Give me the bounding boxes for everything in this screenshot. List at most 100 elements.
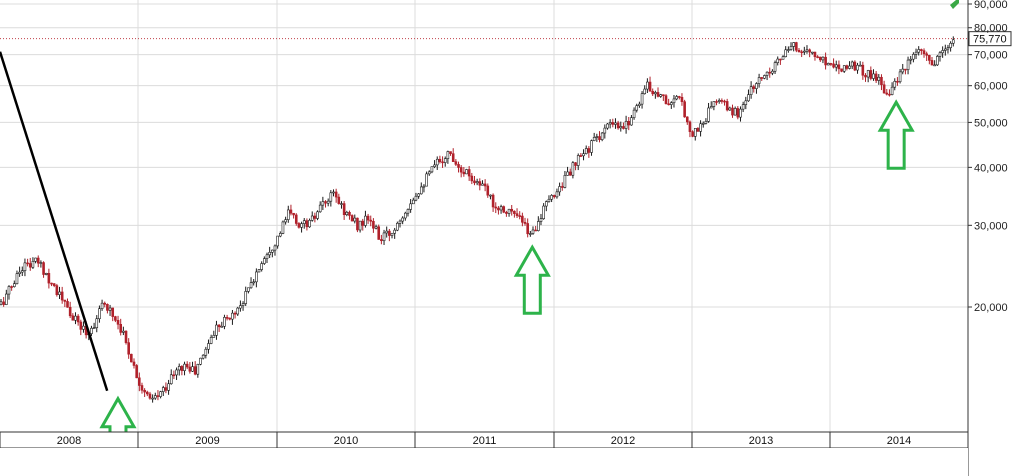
candle (752, 84, 756, 93)
candle (71, 313, 75, 321)
candle (20, 266, 24, 276)
candle (566, 166, 569, 176)
candle (574, 162, 577, 171)
candle (659, 93, 662, 98)
candle (332, 189, 335, 197)
support-trendline (0, 51, 109, 392)
candle (385, 226, 389, 238)
candle (523, 217, 527, 226)
candle (47, 268, 51, 289)
candle (526, 218, 529, 238)
candle (422, 184, 426, 193)
candle (906, 56, 910, 75)
candle (534, 226, 537, 232)
candle (236, 306, 240, 316)
candle (388, 228, 391, 242)
grid-lines (0, 0, 968, 432)
candle (608, 119, 612, 129)
candle (340, 201, 343, 209)
candle (946, 44, 950, 54)
candle (837, 60, 841, 75)
last-price-box (968, 31, 1012, 47)
candle (712, 101, 716, 111)
candle (733, 106, 737, 116)
candle (784, 46, 788, 58)
candle (15, 270, 19, 285)
scroll-icon[interactable] (950, 0, 959, 9)
candle (31, 257, 35, 269)
candle (510, 204, 514, 216)
x-tick-label-2008: 2008 (57, 435, 81, 447)
y-tick-label-3: 60,000 (974, 81, 1008, 93)
candle (406, 208, 410, 217)
candle (148, 391, 152, 400)
candle (651, 88, 655, 96)
candle (36, 255, 40, 268)
candle (587, 146, 591, 158)
candle (834, 60, 838, 72)
candle (840, 68, 843, 73)
candle (409, 199, 412, 213)
candle (622, 122, 625, 130)
candle (619, 121, 623, 132)
candle (297, 222, 301, 229)
candle (207, 339, 210, 354)
candle (271, 249, 274, 258)
candle (63, 299, 67, 308)
candle (936, 54, 939, 66)
candle (92, 322, 96, 330)
candle (98, 305, 101, 323)
candle (199, 357, 202, 366)
candle (497, 206, 500, 215)
candle (757, 73, 761, 88)
candle (42, 261, 45, 278)
candle (276, 235, 279, 249)
candle (789, 42, 793, 51)
candle (550, 194, 553, 203)
candle (161, 385, 165, 396)
candle (369, 215, 373, 227)
candle (670, 101, 673, 109)
candle (164, 382, 168, 394)
candle (614, 118, 617, 129)
candle (159, 390, 162, 399)
candle (286, 205, 290, 223)
candle (781, 55, 785, 60)
candle (34, 257, 37, 264)
candle (505, 210, 508, 217)
x-tick-label-2010: 2010 (334, 435, 358, 447)
candle (215, 320, 218, 340)
candle (414, 192, 418, 202)
candle (5, 289, 8, 306)
candle (475, 178, 479, 186)
candle (502, 205, 506, 214)
x-tick-label-2009: 2009 (195, 435, 219, 447)
candle (151, 394, 154, 403)
candle (869, 66, 873, 81)
candle (760, 76, 764, 81)
candle (558, 182, 561, 196)
candle (731, 104, 734, 118)
candle (252, 278, 255, 286)
candle (904, 68, 907, 75)
candle (776, 56, 780, 66)
candle (180, 365, 184, 376)
candle (146, 390, 149, 397)
candle (739, 106, 742, 122)
candle (396, 221, 399, 232)
candle (805, 45, 809, 54)
candle (616, 120, 620, 130)
candle (688, 120, 692, 138)
candle (26, 258, 29, 267)
candle (595, 133, 599, 142)
candle (539, 213, 543, 226)
candle (853, 60, 857, 72)
candle (603, 124, 607, 139)
candle (278, 231, 282, 238)
candle (350, 214, 354, 222)
candle (856, 62, 859, 74)
candle (481, 180, 484, 186)
candle (135, 364, 138, 379)
candle (446, 150, 450, 164)
